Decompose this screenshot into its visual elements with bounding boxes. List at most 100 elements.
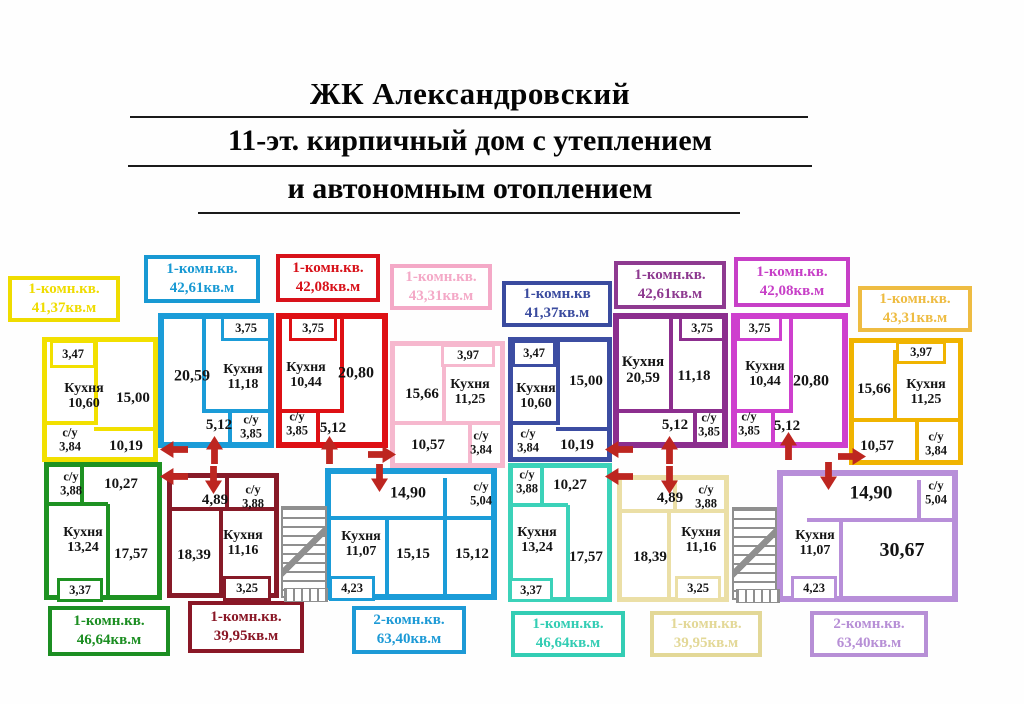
apt-darkred-3995-wall-3 <box>219 511 223 598</box>
unit-label-top-7: 1-комн.кв. 42,08кв.м <box>734 257 850 307</box>
apt-green-4664-room-3: Кухня 13,24 <box>63 524 103 555</box>
apt-blue-6340-room-5: 15,12 <box>455 545 489 562</box>
apt-lightpurple-6340-room-3: Кухня 11,07 <box>795 527 835 558</box>
apt-red-4208-wall-3 <box>316 413 320 448</box>
apt-navy-4137-room-1: Кухня 10,60 <box>516 380 556 411</box>
apt-darkred-3995-room-3: 18,39 <box>177 546 211 563</box>
apt-blue-6340-wall-2 <box>325 516 497 520</box>
title-underline-3 <box>198 212 740 214</box>
apt-magenta-4208-wall-3 <box>771 413 775 448</box>
apt-yellow-4137-room-1: Кухня 10,60 <box>64 380 104 411</box>
apt-teal-4664-wall-2 <box>508 503 568 507</box>
unit-area-text: 43,31кв.м <box>882 310 948 326</box>
apt-blue-6340-room-1: 14,90 <box>390 484 426 502</box>
unit-rooms-text: 1-комн.кв. <box>28 280 100 297</box>
unit-rooms-text: 1-комн.кв. <box>166 260 238 277</box>
apt-pink-4331-wall-3 <box>468 425 472 468</box>
apt-blue-6340-wall-3 <box>385 520 389 600</box>
apt-pink-4331-wall-1 <box>442 353 446 423</box>
apt-blue-6340 <box>325 468 497 600</box>
apt-yellow-4137-balcony: 3,47 <box>50 340 96 368</box>
unit-rooms-text: 1-комн.кв. <box>879 290 951 307</box>
apt-pink-4331-wall-2 <box>390 421 505 425</box>
entrance-porch-2 <box>736 589 780 603</box>
apt-blue-4261-wall-1 <box>202 313 206 413</box>
apt-purple-4261-room-3: 5,12 <box>661 416 689 433</box>
title-underline-1 <box>130 116 808 118</box>
apt-navy-4137-wall-3 <box>556 427 612 431</box>
unit-area-text: 63,40кв.м <box>836 635 902 651</box>
apt-yellow-4137-wall-1 <box>94 337 98 425</box>
page-title: ЖК Александровский <box>309 76 631 111</box>
apt-yellow-4137-room-4: 10,19 <box>109 437 143 454</box>
apt-navy-4137-room-3: с/у 3,84 <box>517 426 539 454</box>
apt-purple-4261-room-2: 11,18 <box>677 367 711 384</box>
apt-magenta-4208-room-4: 5,12 <box>773 417 801 434</box>
apt-beige-3995-wall-3 <box>667 513 671 602</box>
unit-rooms-text: 1-комн.кв. <box>210 608 282 625</box>
unit-rooms-text: 1-комн.кв. <box>634 266 706 283</box>
apt-teal-4664-balcony: 3,37 <box>509 578 553 602</box>
unit-area-text: 42,61кв.м <box>169 280 235 296</box>
apt-darkred-3995-balcony: 3,25 <box>223 576 271 601</box>
apt-red-4208-room-1: Кухня 10,44 <box>286 359 326 390</box>
unit-label-top-5: 1-комн.кв 41,37кв.м <box>502 281 612 327</box>
apt-purple-4261-room-4: с/у 3,85 <box>698 410 720 438</box>
apt-red-4208-wall-1 <box>340 313 344 413</box>
unit-label-bottom-4: 1-комн.кв. 46,64кв.м <box>511 611 625 657</box>
apt-gold-4331-room-4: с/у 3,84 <box>925 429 947 457</box>
apt-pink-4331-balcony: 3,97 <box>441 344 495 367</box>
apt-blue-4261-room-3: 5,12 <box>205 416 233 433</box>
apt-teal-4664-room-2: 10,27 <box>553 476 587 493</box>
apt-red-4208-room-2: 20,80 <box>338 364 374 382</box>
apt-gold-4331-room-3: 10,57 <box>860 437 894 454</box>
apt-green-4664-room-2: 10,27 <box>104 475 138 492</box>
apt-lightpurple-6340-wall-1 <box>917 480 921 520</box>
apt-red-4208-room-3: с/у 3,85 <box>286 409 308 437</box>
apt-green-4664-room-4: 17,57 <box>114 545 148 562</box>
apt-darkred-3995-room-4: Кухня 11,16 <box>223 527 263 558</box>
apt-blue-4261-wall-2 <box>202 409 274 413</box>
apt-pink-4331-room-3: 10,57 <box>411 436 445 453</box>
unit-label-bottom-1: 1-комн.кв. 46,64кв.м <box>48 606 170 656</box>
unit-label-top-1: 1-комн.кв. 41,37кв.м <box>8 276 120 322</box>
unit-rooms-text: 1-комн.кв. <box>670 615 742 632</box>
unit-label-bottom-3: 2-комн.кв. 63,40кв.м <box>352 606 466 654</box>
apt-beige-3995-wall-1 <box>673 475 677 511</box>
apt-pink-4331-room-1: 15,66 <box>405 385 439 402</box>
apt-beige-3995-balcony: 3,25 <box>675 576 721 601</box>
unit-label-bottom-5: 1-комн.кв. 39,95кв.м <box>650 611 762 657</box>
unit-label-top-6: 1-комн.кв. 42,61кв.м <box>614 261 726 309</box>
apt-lightpurple-6340-room-2: с/у 5,04 <box>925 478 947 506</box>
unit-area-text: 43,31кв.м <box>408 288 474 304</box>
apt-pink-4331-room-2: Кухня 11,25 <box>450 376 490 407</box>
apt-magenta-4208-wall-2 <box>731 409 793 413</box>
title-underline-2 <box>128 165 812 167</box>
entrance-porch-1 <box>284 588 328 602</box>
apt-green-4664-balcony: 3,37 <box>57 578 103 602</box>
unit-area-text: 42,08кв.м <box>759 283 825 299</box>
apt-beige-3995-room-2: с/у 3,88 <box>695 482 717 510</box>
apt-magenta-4208-room-2: 20,80 <box>793 372 829 390</box>
apt-lightpurple-6340-balcony: 4,23 <box>791 576 837 601</box>
apt-magenta-4208-wall-1 <box>789 313 793 413</box>
apt-pink-4331-room-4: с/у 3,84 <box>470 428 492 456</box>
apt-magenta-4208-room-3: с/у 3,85 <box>738 409 760 437</box>
apt-gold-4331-room-1: 15,66 <box>857 380 891 397</box>
apt-green-4664-wall-2 <box>44 502 108 506</box>
apt-lightpurple-6340-wall-3 <box>839 522 843 602</box>
apt-blue-6340-room-4: 15,15 <box>396 545 430 562</box>
apt-darkred-3995-wall-1 <box>225 473 229 509</box>
apt-darkred-3995-room-1: 4,89 <box>201 491 229 508</box>
unit-rooms-text: 1-комн.кв <box>523 285 591 302</box>
apt-beige-3995-room-4: Кухня 11,16 <box>681 524 721 555</box>
unit-rooms-text: 1-комн.кв. <box>292 259 364 276</box>
apt-lightpurple-6340-room-4: 30,67 <box>879 539 925 562</box>
apt-beige-3995-room-1: 4,89 <box>656 489 684 506</box>
unit-area-text: 41,37кв.м <box>524 305 590 321</box>
apt-purple-4261-room-1: Кухня 20,59 <box>621 353 665 386</box>
unit-label-top-2: 1-комн.кв. 42,61кв.м <box>144 255 260 303</box>
apt-blue-6340-wall-1 <box>443 478 447 518</box>
apt-purple-4261-wall-1 <box>669 313 673 413</box>
